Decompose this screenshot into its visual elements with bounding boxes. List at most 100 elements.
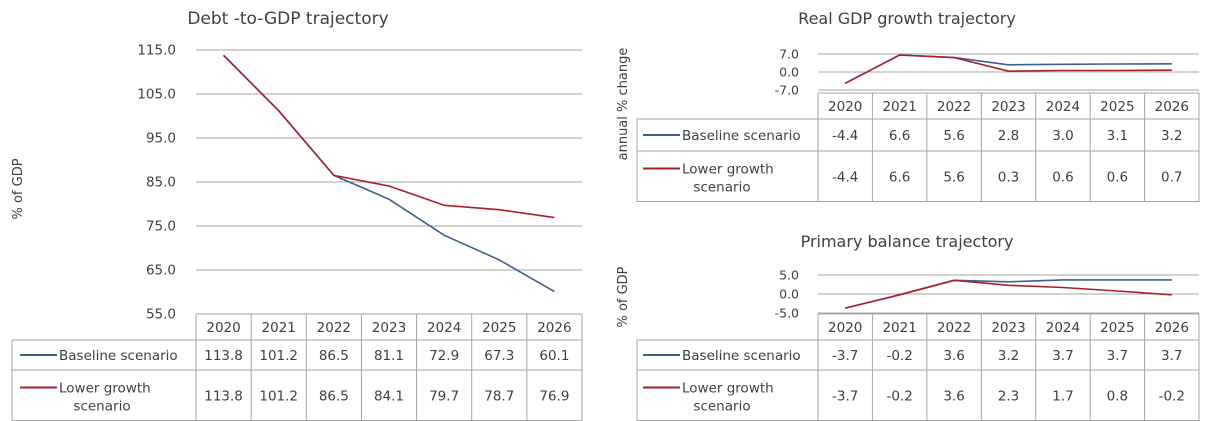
gdp-chart-title: Real GDP growth trajectory <box>798 9 1016 28</box>
debt-lower-value: 84.1 <box>374 389 404 405</box>
gdp-lower-series-line <box>844 54 1172 85</box>
gdp-lower-value: 0.6 <box>1052 170 1073 186</box>
gdp-y-tick-label: 7.0 <box>779 47 799 62</box>
debt-category-label: 2021 <box>262 320 296 336</box>
pb-legend-lower-label-line2: scenario <box>693 399 750 415</box>
pb-baseline-value: -3.7 <box>832 348 858 364</box>
debt-lower-value: 76.9 <box>539 389 569 405</box>
pb-category-label: 2021 <box>882 320 916 336</box>
gdp-baseline-value: 2.8 <box>998 128 1019 144</box>
pb-baseline-value: 3.7 <box>1107 348 1128 364</box>
debt-data-table: 2020 2021 2022 2023 2024 2025 2026 Baseline sce… <box>11 313 583 421</box>
pb-baseline-value: 3.6 <box>943 348 964 364</box>
debt-lower-value: 101.2 <box>259 389 298 405</box>
debt-lower-value: 113.8 <box>204 389 243 405</box>
pb-data-table: 2020 2021 2022 2023 2024 2025 2026 Baseline sce… <box>636 313 1200 421</box>
gdp-baseline-value: 3.2 <box>1161 128 1182 144</box>
gdp-chart: Real GDP growth trajectory annual % chang… <box>616 9 1200 202</box>
pb-lower-value: -0.2 <box>1159 389 1185 405</box>
gdp-category-label: 2024 <box>1046 99 1080 115</box>
gdp-lower-value: 0.7 <box>1161 170 1182 186</box>
debt-lower-value: 78.7 <box>484 389 514 405</box>
gdp-y-tick-label: -7.0 <box>775 83 799 98</box>
gdp-data-table: 2020 2021 2022 2023 2024 2025 2026 Baseline sce… <box>636 92 1200 202</box>
debt-lower-series-line <box>223 54 555 219</box>
pb-category-label: 2022 <box>937 320 971 336</box>
pb-lower-value: 3.6 <box>943 389 964 405</box>
debt-baseline-value: 67.3 <box>484 348 514 364</box>
pb-category-label: 2020 <box>828 320 862 336</box>
pb-y-tick-label: -5.0 <box>775 306 799 321</box>
pb-lower-value: 2.3 <box>998 389 1019 405</box>
pb-category-label: 2024 <box>1046 320 1080 336</box>
gdp-baseline-series-line <box>844 54 1172 85</box>
debt-baseline-value: 101.2 <box>259 348 298 364</box>
gdp-baseline-value: 3.1 <box>1107 128 1128 144</box>
gdp-y-axis-label: annual % change <box>616 48 631 161</box>
pb-baseline-value: 3.7 <box>1052 348 1073 364</box>
gdp-lower-value: 6.6 <box>889 170 910 186</box>
debt-category-label: 2020 <box>206 320 240 336</box>
gdp-baseline-value: 5.6 <box>943 128 964 144</box>
debt-category-label: 2024 <box>427 320 461 336</box>
pb-lower-value: -0.2 <box>886 389 912 405</box>
gdp-lower-value: 5.6 <box>943 170 964 186</box>
debt-y-tick-label: 115.0 <box>137 43 176 59</box>
gdp-category-label: 2022 <box>937 99 971 115</box>
debt-chart: Debt -to-GDP trajectory % of GDP 115.0 105.… <box>11 9 583 421</box>
debt-y-tick-label: 55.0 <box>146 307 176 323</box>
debt-legend-lower-label-line1: Lower growth <box>59 381 151 397</box>
debt-legend-lower-label-line2: scenario <box>73 399 130 415</box>
pb-legend-baseline-label: Baseline scenario <box>682 348 801 364</box>
gdp-category-label: 2025 <box>1100 99 1134 115</box>
gdp-lower-value: -4.4 <box>832 170 858 186</box>
pb-category-label: 2025 <box>1100 320 1134 336</box>
debt-y-axis-label: % of GDP <box>11 158 26 219</box>
pb-lower-value: 1.7 <box>1052 389 1073 405</box>
debt-y-tick-label: 75.0 <box>146 219 176 235</box>
debt-y-tick-label: 105.0 <box>137 87 176 103</box>
pb-lower-value: -3.7 <box>832 389 858 405</box>
pb-chart-title: Primary balance trajectory <box>801 232 1014 251</box>
gdp-lower-value: 0.6 <box>1107 170 1128 186</box>
pb-legend-lower-label-line1: Lower growth <box>682 381 774 397</box>
pb-baseline-value: -0.2 <box>886 348 912 364</box>
pb-chart: Primary balance trajectory % of GDP 5.0 0.0… <box>616 232 1200 421</box>
gdp-baseline-value: 6.6 <box>889 128 910 144</box>
gdp-legend-baseline-label: Baseline scenario <box>682 128 801 144</box>
pb-y-axis-label: % of GDP <box>616 266 631 327</box>
debt-category-label: 2023 <box>372 320 406 336</box>
gdp-category-label: 2021 <box>882 99 916 115</box>
gdp-category-label: 2023 <box>991 99 1025 115</box>
debt-chart-title: Debt -to-GDP trajectory <box>187 9 388 29</box>
gdp-category-label: 2020 <box>828 99 862 115</box>
debt-category-label: 2025 <box>482 320 516 336</box>
gdp-baseline-value: -4.4 <box>832 128 858 144</box>
debt-baseline-series-line <box>223 54 555 293</box>
debt-y-tick-label: 85.0 <box>146 175 176 191</box>
pb-lower-series-line <box>845 279 1172 309</box>
debt-baseline-value: 113.8 <box>204 348 243 364</box>
debt-category-label: 2026 <box>537 320 571 336</box>
debt-baseline-value: 86.5 <box>319 348 349 364</box>
debt-category-label: 2022 <box>317 320 351 336</box>
debt-lower-value: 86.5 <box>319 389 349 405</box>
pb-y-tick-label: 0.0 <box>779 287 799 302</box>
gdp-category-label: 2026 <box>1155 99 1189 115</box>
debt-y-tick-label: 65.0 <box>146 263 176 279</box>
pb-baseline-value: 3.2 <box>998 348 1019 364</box>
debt-lower-value: 79.7 <box>429 389 459 405</box>
debt-legend-baseline-label: Baseline scenario <box>59 348 178 364</box>
gdp-legend-lower-label-line2: scenario <box>693 180 750 196</box>
pb-y-tick-label: 5.0 <box>779 268 799 283</box>
debt-baseline-value: 72.9 <box>429 348 459 364</box>
debt-baseline-value: 60.1 <box>539 348 569 364</box>
debt-baseline-value: 81.1 <box>374 348 404 364</box>
debt-y-tick-label: 95.0 <box>146 131 176 147</box>
gdp-y-tick-label: 0.0 <box>779 65 799 80</box>
pb-baseline-value: 3.7 <box>1161 348 1182 364</box>
pb-category-label: 2026 <box>1155 320 1189 336</box>
gdp-legend-lower-label-line1: Lower growth <box>682 162 774 178</box>
pb-lower-value: 0.8 <box>1107 389 1128 405</box>
